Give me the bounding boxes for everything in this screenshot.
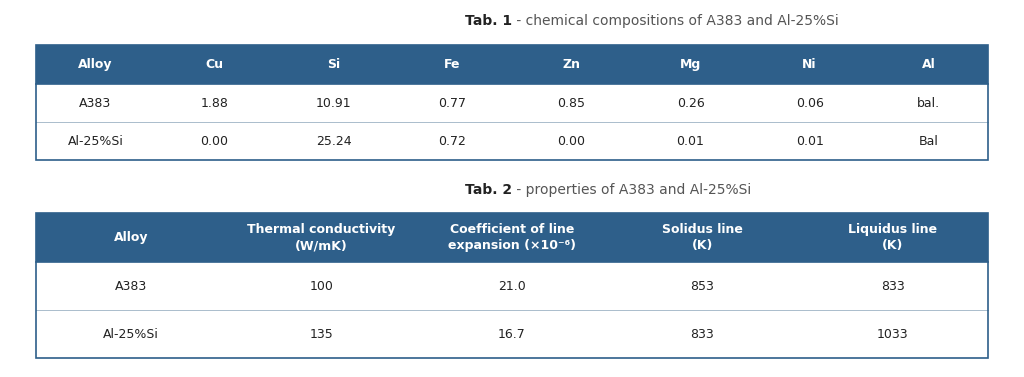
Text: - properties of A383 and Al-25%Si: - properties of A383 and Al-25%Si xyxy=(512,183,752,198)
Bar xyxy=(36,45,988,160)
Text: Tab. 2: Tab. 2 xyxy=(465,183,512,198)
Text: Alloy: Alloy xyxy=(78,58,113,71)
Text: 833: 833 xyxy=(690,328,715,341)
Text: 853: 853 xyxy=(690,280,715,293)
Text: - chemical compositions of A383 and Al-25%Si: - chemical compositions of A383 and Al-2… xyxy=(512,14,839,28)
Text: 833: 833 xyxy=(881,280,905,293)
Text: 135: 135 xyxy=(309,328,334,341)
Text: Solidus line
(K): Solidus line (K) xyxy=(663,223,742,252)
Text: 16.7: 16.7 xyxy=(498,328,526,341)
Text: Cu: Cu xyxy=(206,58,223,71)
Bar xyxy=(36,213,988,262)
Text: 0.00: 0.00 xyxy=(201,135,228,148)
Text: 0.85: 0.85 xyxy=(557,97,586,110)
Text: Thermal conductivity
(W/mK): Thermal conductivity (W/mK) xyxy=(248,223,395,252)
Text: Liquidus line
(K): Liquidus line (K) xyxy=(848,223,938,252)
Text: Mg: Mg xyxy=(680,58,701,71)
Text: 0.00: 0.00 xyxy=(557,135,586,148)
Text: Coefficient of line
expansion (×10⁻⁶): Coefficient of line expansion (×10⁻⁶) xyxy=(449,223,575,252)
Text: 21.0: 21.0 xyxy=(498,280,526,293)
Text: 0.72: 0.72 xyxy=(438,135,466,148)
Text: Ni: Ni xyxy=(803,58,817,71)
Text: Al-25%Si: Al-25%Si xyxy=(68,135,123,148)
Text: 0.01: 0.01 xyxy=(796,135,823,148)
Text: Fe: Fe xyxy=(444,58,461,71)
Text: 0.06: 0.06 xyxy=(796,97,823,110)
Text: 25.24: 25.24 xyxy=(315,135,351,148)
Text: A383: A383 xyxy=(79,97,112,110)
Text: 0.77: 0.77 xyxy=(438,97,467,110)
Text: 0.26: 0.26 xyxy=(677,97,705,110)
Text: 0.01: 0.01 xyxy=(677,135,705,148)
Text: A383: A383 xyxy=(115,280,147,293)
Bar xyxy=(36,213,988,358)
Text: 10.91: 10.91 xyxy=(315,97,351,110)
Text: Tab. 1: Tab. 1 xyxy=(465,14,512,28)
Bar xyxy=(36,45,988,84)
Text: 100: 100 xyxy=(309,280,334,293)
Text: Al: Al xyxy=(922,58,936,71)
Text: Al-25%Si: Al-25%Si xyxy=(103,328,159,341)
Text: 1033: 1033 xyxy=(878,328,908,341)
Text: 1.88: 1.88 xyxy=(201,97,228,110)
Text: Zn: Zn xyxy=(562,58,581,71)
Text: Bal: Bal xyxy=(919,135,939,148)
Text: Alloy: Alloy xyxy=(114,231,148,244)
Text: bal.: bal. xyxy=(918,97,940,110)
Text: Si: Si xyxy=(327,58,340,71)
